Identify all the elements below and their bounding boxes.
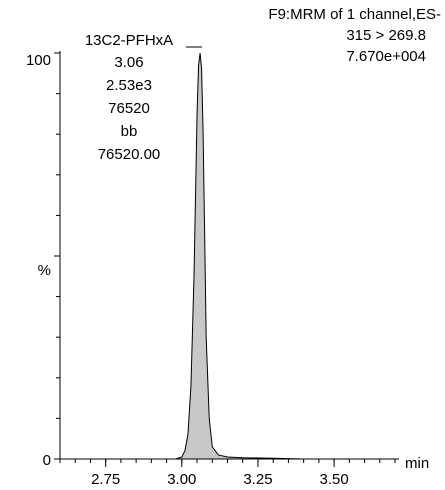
peak-area: 76520 <box>108 100 150 117</box>
y-axis-min-label: 0 <box>43 452 51 469</box>
peak-height: 2.53e3 <box>106 77 152 94</box>
axes <box>59 51 399 460</box>
x-tick-label: 2.75 <box>91 471 120 488</box>
peak-area-precise: 76520.00 <box>98 146 161 163</box>
x-axis-ticks: 2.75 3.00 3.25 3.50 <box>59 459 396 488</box>
x-tick-label: 3.25 <box>243 471 272 488</box>
header-line-2: 315 > 269.8 <box>346 27 426 44</box>
peak-integration-type: bb <box>121 123 138 140</box>
x-axis-unit-label: min <box>405 455 429 472</box>
y-axis-ticks <box>54 52 60 460</box>
y-axis-unit-label: % <box>38 262 51 279</box>
x-tick-label: 3.50 <box>319 471 348 488</box>
header-line-3: 7.670e+004 <box>346 48 426 65</box>
header-line-1: F9:MRM of 1 channel,ES- <box>268 6 441 23</box>
peak-retention-time: 3.06 <box>114 54 143 71</box>
y-axis-max-label: 100 <box>26 52 51 69</box>
peak-compound-name: 13C2-PFHxA <box>85 32 173 49</box>
x-tick-label: 3.00 <box>167 471 196 488</box>
